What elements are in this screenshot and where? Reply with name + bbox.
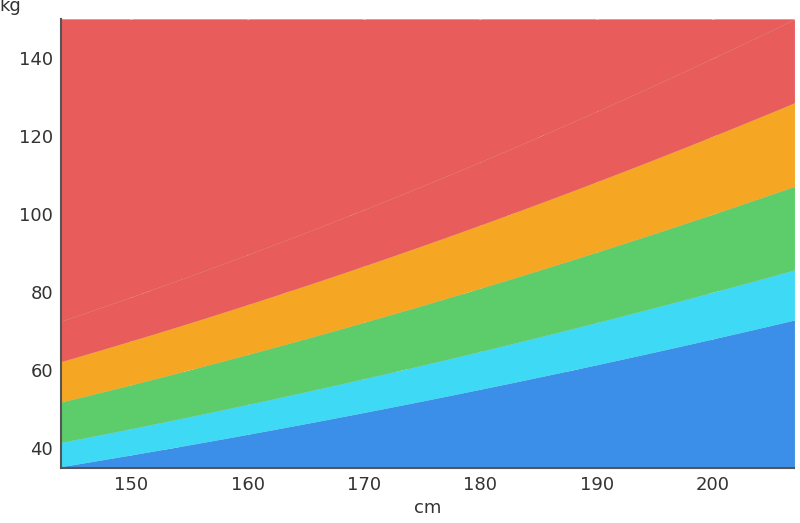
Y-axis label: kg: kg [0,0,21,15]
X-axis label: cm: cm [414,499,442,517]
